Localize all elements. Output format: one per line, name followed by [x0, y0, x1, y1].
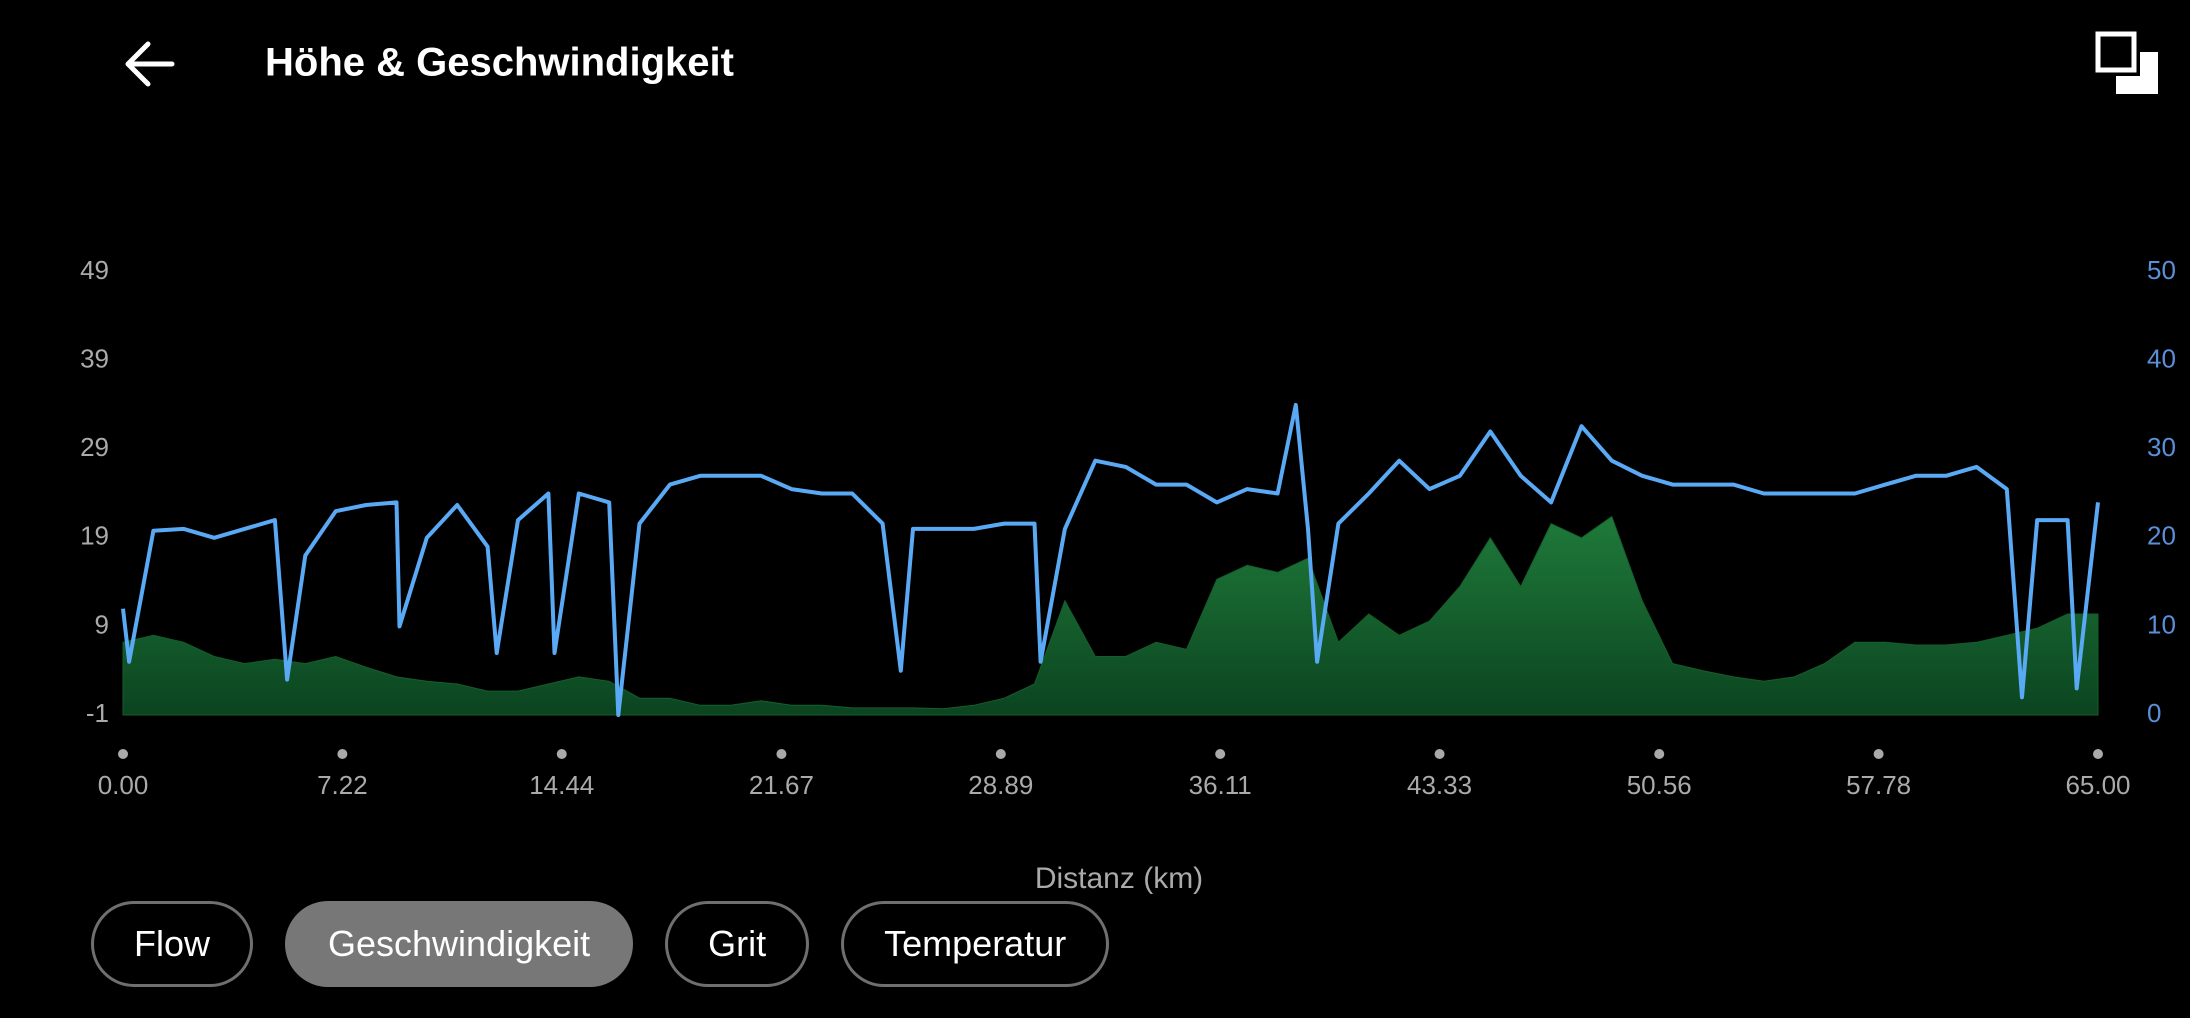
- tab-button[interactable]: Geschwindigkeit: [285, 901, 634, 987]
- speed-line: [121, 402, 2100, 717]
- fullscreen-button[interactable]: [2095, 31, 2158, 94]
- x-tick-dot: [2093, 749, 2103, 759]
- tab-button[interactable]: Temperatur: [841, 901, 1110, 987]
- x-tick-label: 57.78: [1846, 770, 1911, 800]
- y2-tick-label: 10: [2147, 609, 2176, 639]
- x-tick-label: 0.00: [98, 770, 149, 800]
- y-tick-label: -1: [86, 698, 109, 728]
- y-tick-label: 49: [80, 255, 109, 285]
- y2-tick-label: 50: [2147, 255, 2176, 285]
- elevation-area: [122, 515, 2099, 716]
- y-tick-label: 39: [80, 343, 109, 373]
- y2-tick-label: 40: [2147, 343, 2176, 373]
- x-tick-dot: [1873, 749, 1884, 759]
- x-tick-dot: [995, 749, 1006, 759]
- x-tick-label: 14.44: [529, 770, 594, 800]
- x-tick-label: 50.56: [1627, 770, 1692, 800]
- x-tick-dot: [1434, 749, 1445, 759]
- x-tick-dot: [118, 749, 128, 759]
- x-tick-label: 7.22: [317, 770, 368, 800]
- x-tick-dot: [1215, 749, 1226, 759]
- y-tick-label: 9: [95, 609, 109, 639]
- y-tick-label: 19: [80, 521, 109, 551]
- page-title: Höhe & Geschwindigkeit: [265, 41, 734, 85]
- x-tick-dot: [556, 749, 567, 759]
- y2-tick-label: 30: [2147, 432, 2176, 462]
- x-tick-dot: [1654, 749, 1665, 759]
- x-tick-dot: [776, 749, 787, 759]
- tab-button[interactable]: Grit: [665, 901, 810, 987]
- back-button[interactable]: [125, 41, 175, 87]
- y2-tick-label: 20: [2147, 521, 2176, 551]
- x-tick-label: 36.11: [1189, 770, 1252, 800]
- y-tick-label: 29: [80, 432, 109, 462]
- x-tick-label: 65.00: [2065, 770, 2130, 800]
- x-tick-label: 28.89: [968, 770, 1033, 800]
- x-tick-dot: [337, 749, 348, 759]
- tab-bar: Flow Geschwindigkeit Grit Temperatur: [91, 901, 1110, 987]
- y2-tick-label: 0: [2147, 698, 2161, 728]
- x-axis-title: Distanz (km): [1035, 862, 1203, 895]
- x-tick-label: 43.33: [1407, 770, 1472, 800]
- x-tick-label: 21.67: [749, 770, 814, 800]
- tab-button[interactable]: Flow: [91, 901, 254, 987]
